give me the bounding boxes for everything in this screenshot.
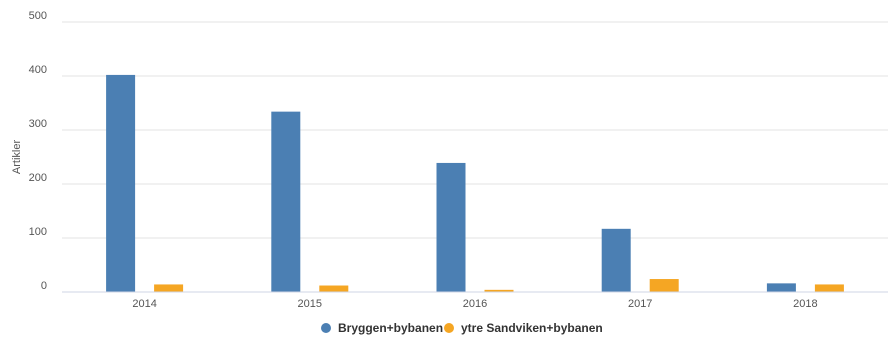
- gridlines: [62, 21, 888, 239]
- y-tick-label: 500: [29, 10, 47, 22]
- x-tick-label: 2014: [132, 298, 156, 310]
- y-axis-label: Artikler: [11, 140, 23, 175]
- legend-marker: [321, 323, 331, 333]
- bars: [106, 74, 844, 292]
- x-tick-label: 2017: [628, 298, 652, 310]
- legend-label: ytre Sandviken+bybanen: [461, 321, 603, 335]
- legend: Bryggen+bybanen ytre Sandviken+bybanen: [321, 321, 603, 335]
- y-tick-label: 400: [29, 64, 47, 76]
- bar-sandviken-2016: [484, 289, 514, 292]
- x-tick-label: 2018: [793, 298, 817, 310]
- y-tick-label: 100: [29, 226, 47, 238]
- y-axis-ticks: 0 100 200 300 400 500: [29, 10, 47, 292]
- bar-sandviken-2017: [649, 279, 679, 292]
- x-tick-label: 2016: [463, 298, 487, 310]
- bar-sandviken-2015: [319, 285, 349, 292]
- bar-bryggen-2016: [436, 162, 466, 292]
- legend-label: Bryggen+bybanen: [338, 321, 443, 335]
- bar-bryggen-2018: [766, 283, 796, 292]
- legend-marker: [444, 323, 454, 333]
- bar-bryggen-2014: [106, 74, 136, 292]
- y-tick-label: 200: [29, 172, 47, 184]
- bar-sandviken-2018: [814, 284, 844, 292]
- bar-bryggen-2015: [271, 111, 301, 292]
- bar-bryggen-2017: [601, 228, 631, 292]
- x-axis-ticks: 2014 2015 2016 2017 2018: [132, 298, 817, 310]
- y-tick-label: 0: [41, 280, 47, 292]
- bar-sandviken-2014: [154, 284, 184, 292]
- x-tick-label: 2015: [298, 298, 322, 310]
- y-tick-label: 300: [29, 118, 47, 130]
